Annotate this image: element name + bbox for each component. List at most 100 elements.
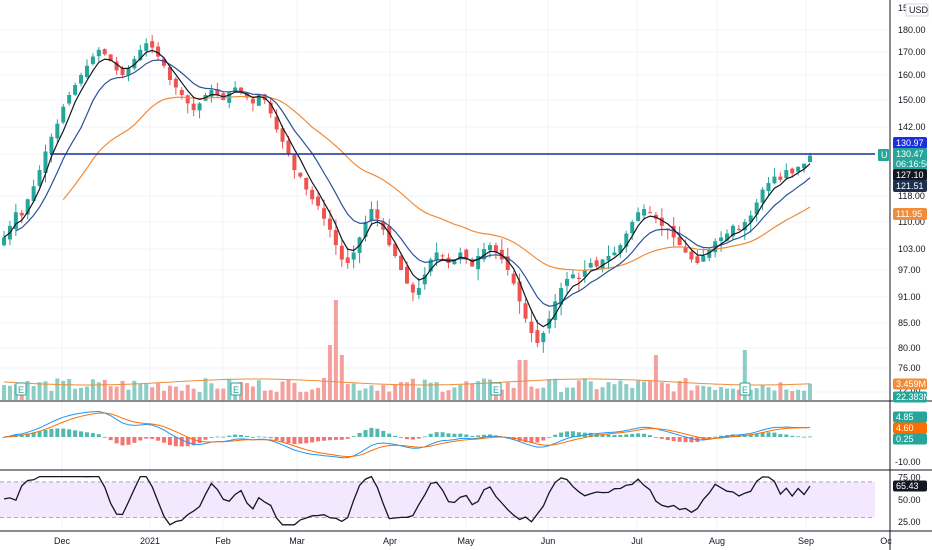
candle-body <box>114 61 119 71</box>
macd-histogram-bar <box>541 437 546 441</box>
volume-tag: 3.459M <box>896 379 926 389</box>
volume-bar <box>31 385 36 400</box>
volume-bar <box>642 381 647 400</box>
candle-body <box>215 89 220 95</box>
candle-body <box>541 333 546 343</box>
volume-bar <box>37 382 42 400</box>
macd-histogram-bar <box>476 435 481 437</box>
volume-bar <box>114 386 119 400</box>
candle-body <box>642 209 647 216</box>
candle-body <box>304 177 309 190</box>
candle-body <box>624 233 629 247</box>
candle-body <box>375 209 380 219</box>
volume-bar <box>754 388 759 400</box>
macd-histogram-bar <box>239 434 244 437</box>
volume-bar <box>499 389 504 400</box>
price-axis-tick: 110.00 <box>898 217 925 227</box>
macd-histogram-bar <box>363 430 368 437</box>
volume-bar <box>683 378 688 400</box>
volume-bar <box>179 390 184 400</box>
volume-bar <box>191 388 196 400</box>
u-badge-bg <box>878 149 889 161</box>
macd-histogram-bar <box>221 436 226 438</box>
candle-body <box>576 277 581 279</box>
macd-histogram-bar <box>256 436 261 438</box>
volume-bar <box>262 390 267 400</box>
macd-histogram-bar <box>446 433 451 437</box>
volume-bar <box>167 385 172 400</box>
candle-body <box>790 168 795 174</box>
volume-bar <box>440 391 445 400</box>
candle-body <box>618 245 623 253</box>
candle-body <box>517 281 522 302</box>
macd-histogram <box>2 427 812 447</box>
macd-histogram-bar <box>292 437 297 445</box>
price-axis-tick: 142.00 <box>898 122 926 132</box>
volume-bar <box>381 385 386 400</box>
volume-bar <box>547 379 552 400</box>
macd-histogram-bar <box>375 428 380 437</box>
candle-body <box>310 189 315 200</box>
macd-histogram-bar <box>630 433 635 437</box>
macd-histogram-bar <box>553 434 558 437</box>
volume-bar <box>624 384 629 400</box>
candle-body <box>393 243 398 256</box>
volume-bar <box>653 355 658 400</box>
time-axis[interactable]: Dec 2021 Feb Mar Apr May Jun Jul Aug Sep Oc <box>54 536 892 546</box>
volume-bar <box>173 386 178 400</box>
volume-bar <box>405 382 409 400</box>
macd-histogram-bar <box>707 437 712 439</box>
volume-bar <box>7 385 12 400</box>
ema-mid-line <box>15 59 811 307</box>
macd-histogram-bar <box>452 433 457 437</box>
candle-body <box>505 256 510 270</box>
candle-body <box>701 256 706 262</box>
time-axis-label: Aug <box>709 536 725 546</box>
price-tag: 121.51 <box>896 181 924 191</box>
macd-histogram-bar <box>43 429 48 437</box>
price-axis-tick: 76.00 <box>898 363 921 373</box>
price-axis[interactable]: 180.00 170.00 160.00 150.00 142.00 118.00 110.… <box>895 3 929 527</box>
candle-body <box>126 68 131 76</box>
macd-histogram-bar <box>653 437 658 438</box>
candle-body <box>410 284 415 293</box>
macd-histogram-bar <box>61 428 66 437</box>
earnings-marker-label: E <box>18 385 24 395</box>
macd-histogram-bar <box>570 431 575 437</box>
volume-bar <box>102 379 107 400</box>
macd-histogram-bar <box>671 437 676 442</box>
vertical-gridlines <box>61 0 807 531</box>
candle-body <box>239 87 244 93</box>
macd-signal-line <box>3 412 811 458</box>
candle-body <box>487 245 492 251</box>
volume-bar <box>132 380 137 400</box>
candle-body <box>796 166 801 172</box>
macd-histogram-bar <box>144 437 149 439</box>
volume-bar <box>790 391 795 400</box>
macd-histogram-bar <box>197 437 202 443</box>
macd-histogram-bar <box>250 437 255 438</box>
macd-histogram-bar <box>624 434 629 437</box>
macd-histogram-bar <box>120 437 125 446</box>
candle-body <box>191 103 196 111</box>
macd-histogram-bar <box>565 431 570 437</box>
candle-body <box>511 273 516 284</box>
macd-histogram-bar <box>108 437 113 441</box>
macd-histogram-bar <box>162 437 167 443</box>
price-tag-bg <box>893 180 927 192</box>
macd-tag: 0.25 <box>896 434 914 444</box>
candle-body <box>754 202 759 215</box>
volume-bar <box>482 378 487 400</box>
volume-bar <box>345 384 350 400</box>
macd-histogram-bar <box>322 437 327 441</box>
volume-bar <box>197 391 202 400</box>
volume-bar <box>730 388 735 400</box>
macd-histogram-bar <box>156 437 161 441</box>
macd-histogram-bar <box>351 436 356 437</box>
candle-body <box>594 260 599 267</box>
candle-body <box>79 75 84 84</box>
candle-body <box>748 215 753 223</box>
candle-body <box>553 301 558 321</box>
volume-bar <box>600 387 605 400</box>
countdown-timer: 06:16:56 <box>896 159 931 169</box>
